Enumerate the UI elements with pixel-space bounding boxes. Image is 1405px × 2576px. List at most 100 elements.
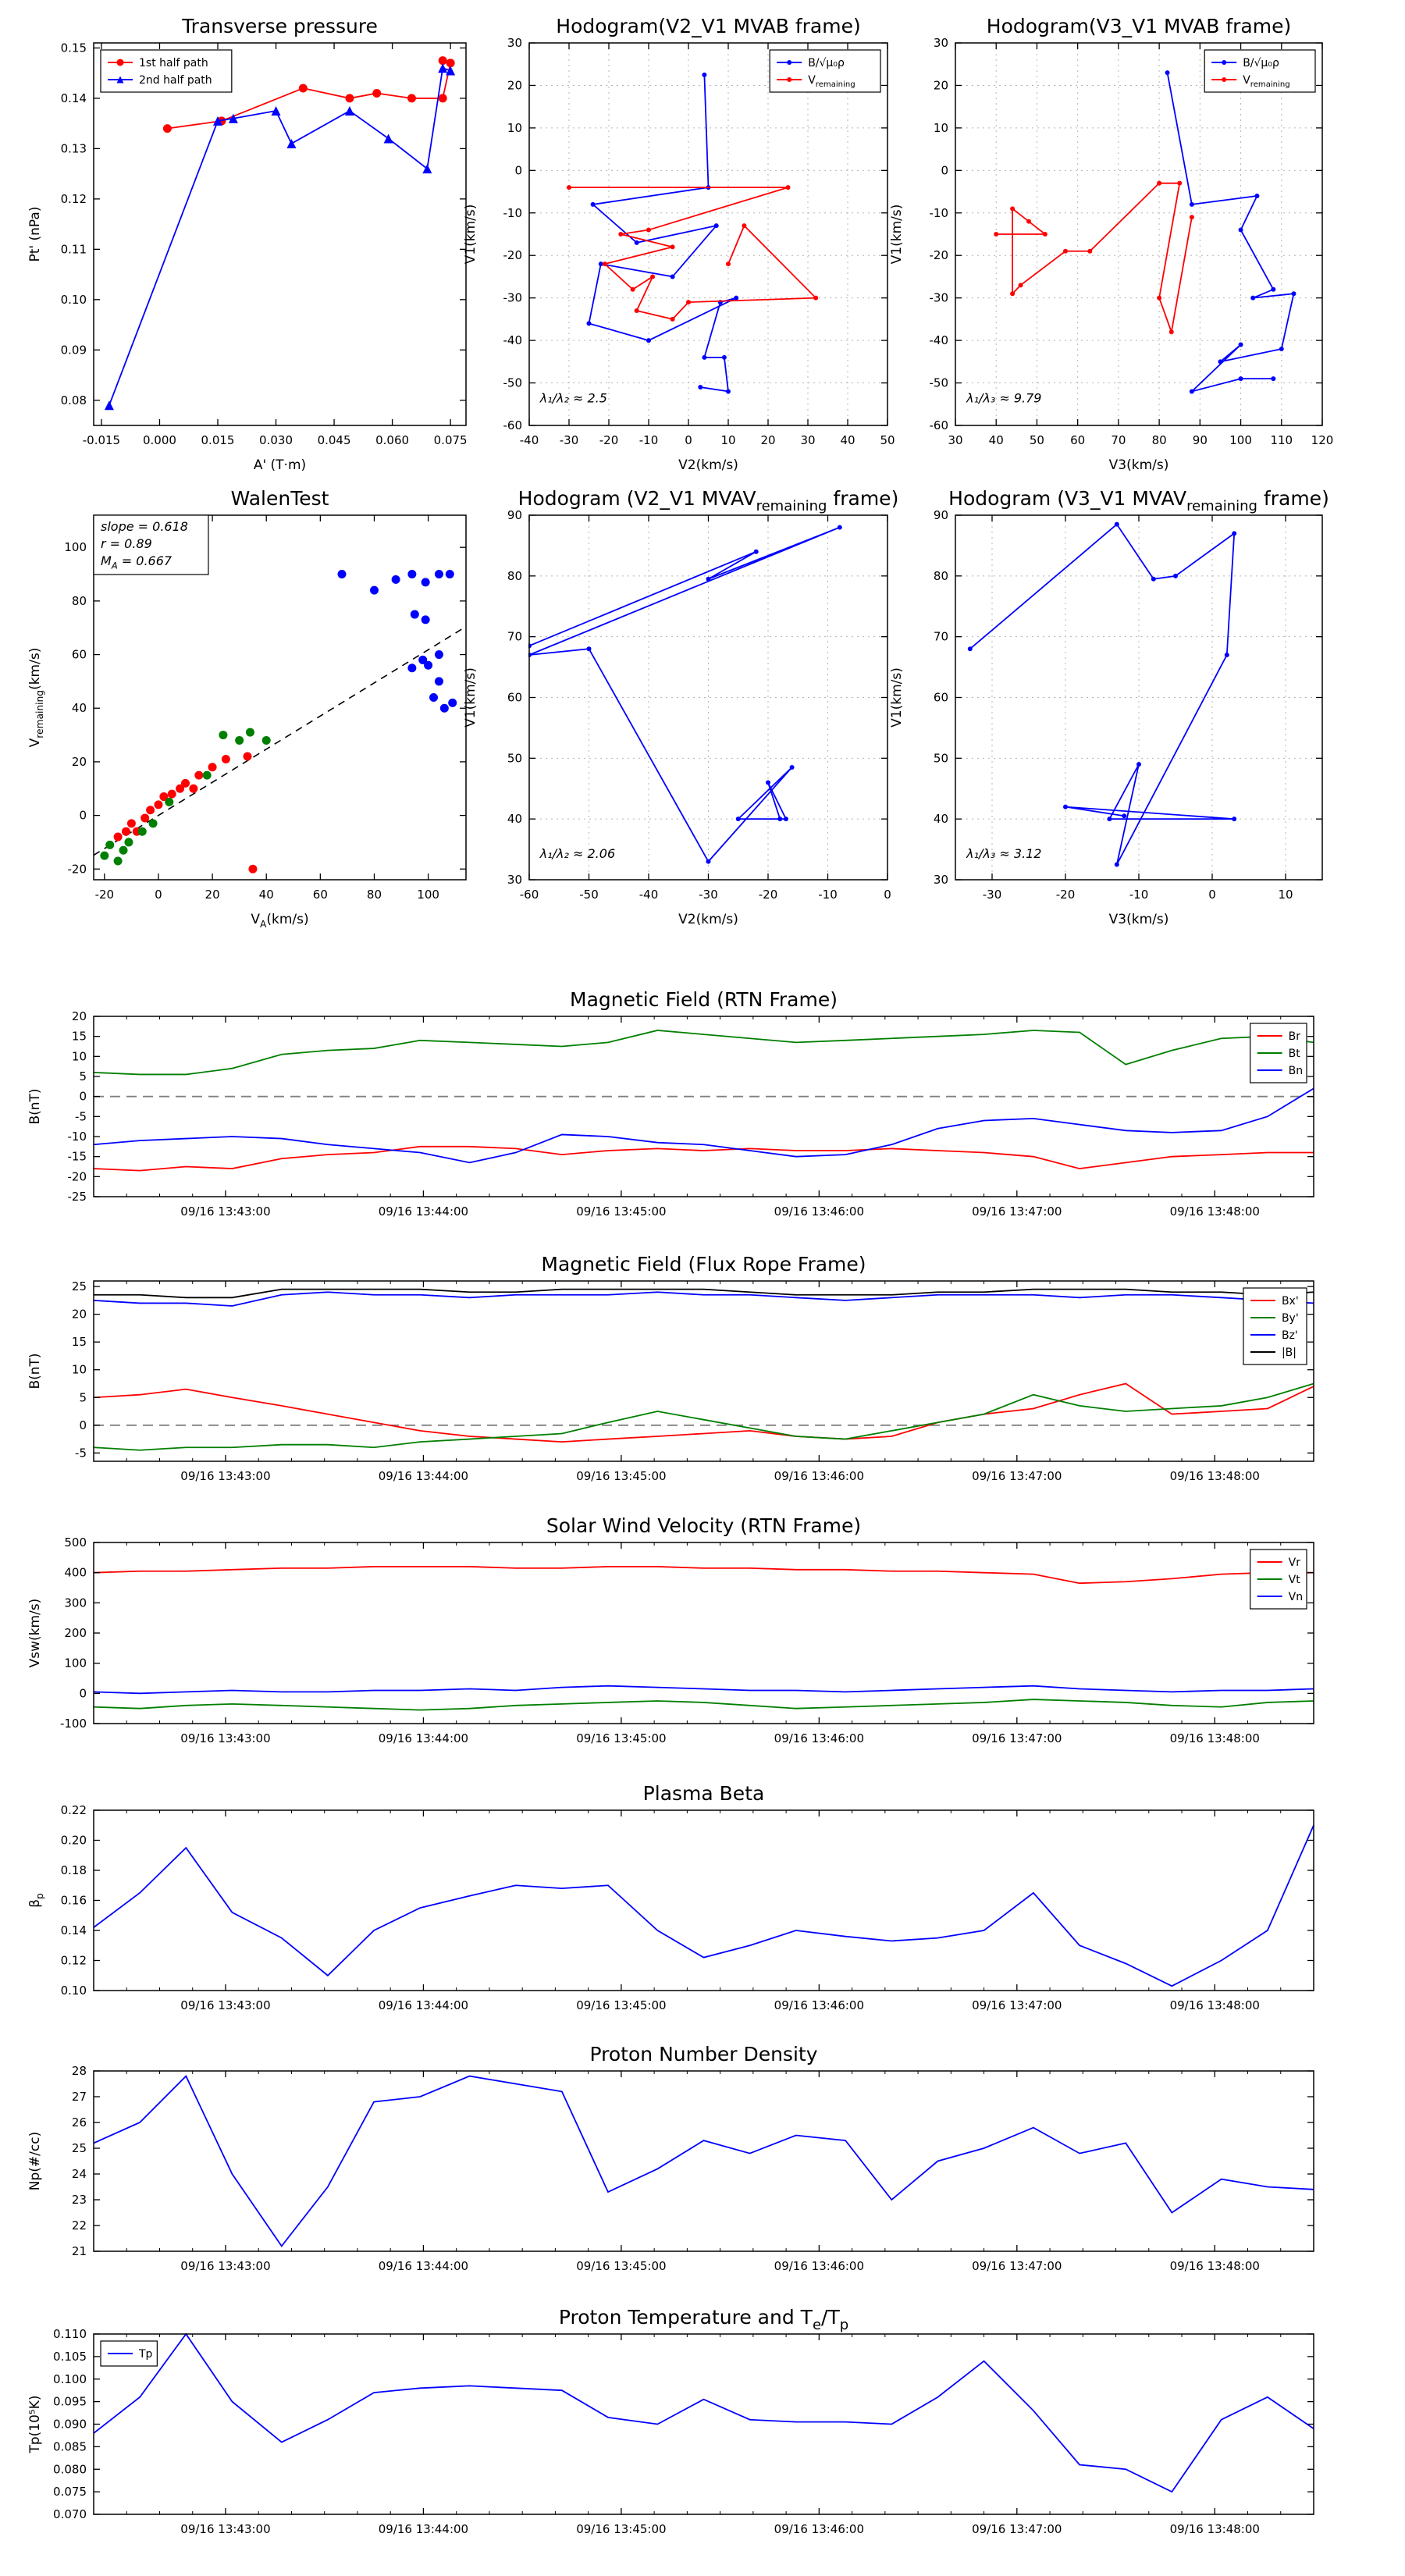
- chart-proton-density: 09/16 13:43:00 09/16 13:44:00 09/16 13:45:…: [27, 2043, 1314, 2273]
- svg-text:09/16 13:46:00: 09/16 13:46:00: [774, 1204, 864, 1219]
- svg-text:Proton Number Density: Proton Number Density: [590, 2043, 818, 2065]
- svg-text:100: 100: [417, 888, 439, 902]
- svg-text:09/16 13:44:00: 09/16 13:44:00: [379, 1469, 468, 1483]
- svg-text:50: 50: [1030, 433, 1044, 447]
- svg-text:22: 22: [72, 2218, 87, 2233]
- svg-text:V1(km/s): V1(km/s): [463, 667, 478, 728]
- svg-text:90: 90: [934, 508, 948, 522]
- svg-text:Bn: Bn: [1289, 1065, 1303, 1077]
- svg-text:100: 100: [1229, 433, 1252, 447]
- svg-text:-100: -100: [60, 1717, 87, 1731]
- svg-text:09/16 13:48:00: 09/16 13:48:00: [1170, 1469, 1260, 1483]
- svg-text:0: 0: [1208, 888, 1216, 902]
- svg-text:20: 20: [72, 1009, 87, 1023]
- svg-text:-10: -10: [639, 433, 659, 447]
- svg-text:0.085: 0.085: [53, 2439, 87, 2453]
- svg-text:-30: -30: [699, 888, 718, 902]
- svg-text:A' (T·m): A' (T·m): [254, 457, 306, 473]
- svg-text:-30: -30: [930, 291, 949, 305]
- svg-text:0.000: 0.000: [143, 433, 176, 447]
- svg-text:0.075: 0.075: [434, 433, 468, 447]
- svg-text:0: 0: [79, 1090, 87, 1104]
- svg-text:09/16 13:46:00: 09/16 13:46:00: [774, 1731, 864, 1745]
- svg-text:26: 26: [72, 2115, 87, 2129]
- svg-text:09/16 13:46:00: 09/16 13:46:00: [774, 1998, 864, 2012]
- svg-text:-20: -20: [759, 888, 778, 902]
- svg-text:λ₁/λ₃ ≈ 3.12: λ₁/λ₃ ≈ 3.12: [966, 846, 1041, 861]
- svg-text:Np(#/cc): Np(#/cc): [27, 2132, 43, 2190]
- svg-text:-20: -20: [68, 1169, 87, 1183]
- chart-hodogram-v2v1-mvab: -40 -30 -20 -10 0 10 20 30 40 50 -60 -50 -40 -30 -20 -1…: [463, 15, 895, 473]
- svg-text:B/√μ₀ρ: B/√μ₀ρ: [1243, 57, 1279, 69]
- svg-text:0.060: 0.060: [375, 433, 409, 447]
- svg-text:V3(km/s): V3(km/s): [1109, 457, 1169, 473]
- svg-text:-10: -10: [68, 1130, 87, 1144]
- svg-text:0: 0: [884, 888, 891, 902]
- svg-text:20: 20: [205, 888, 220, 902]
- svg-text:30: 30: [507, 36, 522, 50]
- svg-text:60: 60: [934, 691, 948, 705]
- svg-text:30: 30: [934, 36, 948, 50]
- svg-text:0.16: 0.16: [61, 1894, 87, 1908]
- svg-text:Proton Temperature and Te/Tp: Proton Temperature and Te/Tp: [559, 2306, 848, 2333]
- svg-text:Tp(10⁵K): Tp(10⁵K): [27, 2395, 43, 2453]
- svg-text:09/16 13:48:00: 09/16 13:48:00: [1170, 2522, 1260, 2536]
- chart-plasma-beta: 09/16 13:43:00 09/16 13:44:00 09/16 13:45:…: [27, 1782, 1314, 2012]
- svg-text:-20: -20: [95, 888, 115, 902]
- svg-text:Vsw(km/s): Vsw(km/s): [27, 1599, 43, 1668]
- svg-text:40: 40: [934, 812, 948, 826]
- chart-magnetic-field-flux-rope: 09/16 13:43:00 09/16 13:44:00 09/16 13:45:…: [27, 1253, 1314, 1483]
- svg-text:20: 20: [934, 78, 948, 92]
- svg-text:-60: -60: [520, 888, 539, 902]
- svg-text:400: 400: [64, 1566, 87, 1580]
- svg-text:28: 28: [72, 2064, 87, 2078]
- svg-text:0.20: 0.20: [61, 1834, 87, 1848]
- svg-text:09/16 13:44:00: 09/16 13:44:00: [379, 2259, 468, 2273]
- svg-text:Pt' (nPa): Pt' (nPa): [27, 207, 43, 262]
- svg-text:0: 0: [685, 433, 692, 447]
- svg-text:V2(km/s): V2(km/s): [678, 912, 738, 927]
- svg-text:40: 40: [840, 433, 855, 447]
- svg-text:V1(km/s): V1(km/s): [889, 205, 905, 265]
- svg-text:B/√μ₀ρ: B/√μ₀ρ: [808, 57, 845, 69]
- svg-text:24: 24: [72, 2167, 87, 2181]
- svg-text:-5: -5: [75, 1446, 87, 1460]
- svg-text:09/16 13:46:00: 09/16 13:46:00: [774, 2522, 864, 2536]
- svg-text:λ₁/λ₂ ≈ 2.06: λ₁/λ₂ ≈ 2.06: [539, 846, 615, 861]
- svg-text:-40: -40: [930, 333, 949, 347]
- svg-text:Bz': Bz': [1282, 1329, 1298, 1342]
- svg-text:0.18: 0.18: [61, 1863, 87, 1877]
- svg-text:-20: -20: [1056, 888, 1076, 902]
- svg-text:10: 10: [1278, 888, 1293, 902]
- svg-text:-5: -5: [75, 1109, 87, 1123]
- svg-text:20: 20: [760, 433, 775, 447]
- svg-text:0.13: 0.13: [61, 141, 87, 155]
- svg-text:09/16 13:46:00: 09/16 13:46:00: [774, 1469, 864, 1483]
- svg-text:80: 80: [72, 594, 87, 608]
- svg-text:500: 500: [64, 1535, 87, 1550]
- svg-text:09/16 13:47:00: 09/16 13:47:00: [972, 1469, 1062, 1483]
- svg-text:V1(km/s): V1(km/s): [463, 205, 478, 265]
- svg-text:0.070: 0.070: [53, 2507, 87, 2521]
- svg-text:30: 30: [507, 873, 522, 887]
- svg-text:09/16 13:44:00: 09/16 13:44:00: [379, 1998, 468, 2012]
- svg-text:Hodogram(V2_V1 MVAB frame): Hodogram(V2_V1 MVAB frame): [556, 15, 860, 37]
- svg-text:50: 50: [507, 751, 522, 765]
- svg-text:15: 15: [72, 1335, 87, 1349]
- svg-text:70: 70: [934, 630, 948, 644]
- svg-text:0.015: 0.015: [201, 433, 235, 447]
- svg-text:Transverse pressure: Transverse pressure: [181, 15, 378, 37]
- svg-text:WalenTest: WalenTest: [231, 487, 329, 510]
- svg-text:-40: -40: [639, 888, 659, 902]
- svg-text:70: 70: [507, 630, 522, 644]
- svg-text:80: 80: [934, 569, 948, 583]
- svg-text:09/16 13:45:00: 09/16 13:45:00: [576, 1204, 666, 1219]
- svg-text:-10: -10: [818, 888, 838, 902]
- svg-text:0.075: 0.075: [53, 2485, 87, 2499]
- svg-text:10: 10: [934, 121, 948, 135]
- chart-magnetic-field-rtn: 09/16 13:43:00 09/16 13:44:00 09/16 13:45:…: [27, 988, 1314, 1219]
- svg-text:Hodogram(V3_V1 MVAB frame): Hodogram(V3_V1 MVAB frame): [987, 15, 1291, 37]
- svg-text:V2(km/s): V2(km/s): [678, 457, 738, 473]
- svg-text:Vremaining: Vremaining: [808, 74, 855, 89]
